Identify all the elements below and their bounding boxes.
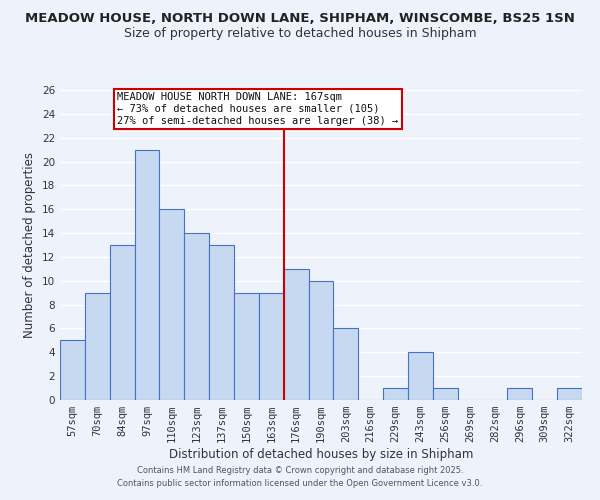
Bar (557, 388, 582, 400)
Y-axis label: Number of detached properties: Number of detached properties (23, 152, 37, 338)
Bar (284, 269, 308, 400)
Bar (85, 292, 110, 400)
Bar (234, 292, 259, 400)
X-axis label: Distribution of detached houses by size in Shipham: Distribution of detached houses by size … (169, 448, 473, 461)
Text: MEADOW HOUSE NORTH DOWN LANE: 167sqm
← 73% of detached houses are smaller (105)
: MEADOW HOUSE NORTH DOWN LANE: 167sqm ← 7… (117, 92, 398, 126)
Bar (110, 245, 134, 400)
Bar (508, 388, 532, 400)
Bar (433, 388, 458, 400)
Bar (60, 340, 85, 400)
Bar (408, 352, 433, 400)
Bar (383, 388, 408, 400)
Text: Contains HM Land Registry data © Crown copyright and database right 2025.
Contai: Contains HM Land Registry data © Crown c… (118, 466, 482, 487)
Text: Size of property relative to detached houses in Shipham: Size of property relative to detached ho… (124, 28, 476, 40)
Bar (308, 281, 334, 400)
Bar (184, 233, 209, 400)
Bar (259, 292, 284, 400)
Bar (334, 328, 358, 400)
Bar (134, 150, 160, 400)
Text: MEADOW HOUSE, NORTH DOWN LANE, SHIPHAM, WINSCOMBE, BS25 1SN: MEADOW HOUSE, NORTH DOWN LANE, SHIPHAM, … (25, 12, 575, 26)
Bar (209, 245, 234, 400)
Bar (160, 209, 184, 400)
